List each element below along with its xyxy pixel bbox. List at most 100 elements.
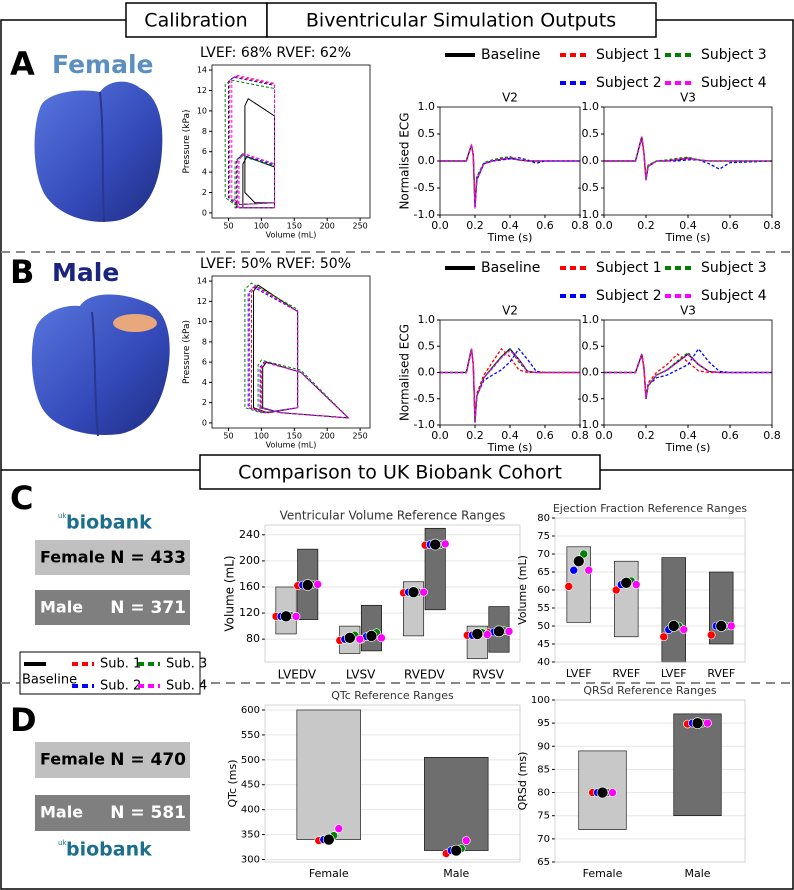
plot-frame — [603, 106, 773, 216]
x-tick-label: 0.4 — [679, 219, 697, 232]
series-line — [604, 136, 772, 181]
y-tick-label: 400 — [241, 805, 260, 816]
y-axis-label: Volume (mL) — [222, 555, 236, 631]
legend-label: Baseline — [481, 47, 540, 63]
cohort-sex: Female — [40, 548, 105, 567]
y-tick-label: 60 — [537, 585, 550, 596]
x-tick-label: 0.0 — [595, 219, 613, 232]
y-tick-label: 45 — [537, 639, 550, 650]
panel-label: D — [10, 701, 37, 739]
y-axis-label: Pressure (kPa) — [182, 109, 192, 173]
x-tick-label: Female — [583, 867, 623, 880]
chart-title: V3 — [680, 304, 696, 318]
data-point — [343, 632, 356, 644]
x-tick-label: 50 — [223, 222, 233, 231]
data-point — [450, 844, 463, 857]
x-tick-label: 0.6 — [721, 219, 739, 232]
y-tick-label: 55 — [537, 603, 550, 614]
chart-title: LVEF: 50% RVEF: 50% — [200, 256, 351, 272]
y-tick-label: 14 — [197, 66, 207, 75]
data-point — [703, 718, 712, 728]
logo-prefix: uk — [58, 512, 67, 520]
y-tick-label: 2 — [202, 398, 207, 407]
data-point — [584, 565, 594, 575]
cohort-sex: Male — [40, 803, 83, 822]
header-box — [125, 2, 268, 38]
data-point — [407, 586, 420, 598]
logo: biobank — [66, 512, 152, 534]
data-point — [659, 632, 669, 642]
y-tick-label: 120 — [239, 606, 260, 619]
y-tick-label: 450 — [241, 780, 260, 791]
cohort-box — [35, 795, 190, 831]
plot-frame — [211, 64, 371, 219]
header-box — [199, 454, 601, 490]
legend-label: Subject 4 — [701, 75, 767, 91]
legend-label: Sub. 1 — [100, 657, 141, 672]
x-tick-label: 100 — [254, 222, 269, 231]
data-point — [596, 786, 609, 799]
plot-frame — [554, 699, 746, 863]
series-line — [440, 144, 580, 207]
legend-box — [19, 651, 201, 695]
cohort-box — [35, 590, 190, 625]
data-point — [608, 788, 617, 797]
y-tick-label: 65 — [537, 857, 550, 868]
data-point — [667, 620, 680, 632]
legend-label: Subject 3 — [701, 47, 767, 63]
data-point — [706, 630, 716, 640]
y-tick-label: 1.0 — [582, 100, 600, 113]
legend-label: Subject 4 — [701, 288, 767, 304]
y-tick-label: 500 — [241, 755, 260, 766]
reference-range — [360, 604, 382, 652]
y-tick-label: 0.5 — [582, 339, 600, 352]
x-tick-label: RVEF — [707, 667, 735, 680]
series-line — [224, 79, 275, 209]
data-point — [365, 630, 378, 642]
data-point — [572, 555, 585, 568]
y-tick-label: 1.0 — [582, 313, 600, 326]
series-line — [242, 97, 275, 209]
y-tick-label: 65 — [537, 567, 550, 578]
sex-label: Female — [52, 50, 153, 79]
y-tick-label: 6 — [202, 358, 207, 367]
y-tick-label: 50 — [537, 621, 550, 632]
x-tick-label: 0.8 — [763, 219, 781, 232]
y-tick-label: 85 — [537, 764, 550, 775]
y-axis-label: QRSd (ms) — [516, 752, 529, 811]
series-line — [231, 74, 275, 209]
x-tick-label: 200 — [320, 432, 335, 441]
data-point — [280, 610, 292, 623]
y-tick-label: -0.5 — [578, 181, 599, 194]
plot-frame — [439, 319, 581, 426]
heart — [34, 81, 163, 222]
legend-label: Subject 1 — [596, 47, 662, 63]
legend-label: Sub. 3 — [166, 657, 207, 672]
y-axis-label: Pressure (kPa) — [182, 320, 192, 384]
x-tick-label: 0.0 — [431, 219, 449, 232]
y-tick-label: -0.5 — [578, 392, 599, 405]
chart-title: V3 — [680, 91, 696, 105]
data-point — [322, 833, 335, 846]
heart-valve — [113, 314, 157, 332]
x-tick-label: 250 — [352, 432, 367, 441]
data-point — [440, 539, 450, 549]
cohort-box — [35, 540, 190, 575]
x-tick-label: 0.8 — [763, 429, 781, 442]
x-axis-label: Volume (mL) — [266, 230, 317, 239]
y-tick-label: 160 — [239, 580, 260, 593]
y-tick-label: 80 — [246, 632, 260, 645]
series-line — [604, 352, 772, 397]
reference-range — [673, 713, 722, 817]
y-tick-label: 80 — [537, 513, 550, 524]
y-tick-label: -1.0 — [578, 418, 599, 431]
plot-frame — [554, 517, 746, 663]
reference-range — [275, 586, 297, 635]
y-tick-label: -1.0 — [578, 208, 599, 221]
data-point — [429, 538, 442, 551]
cohort-n: N = 371 — [110, 598, 186, 618]
data-point — [611, 585, 621, 595]
x-tick-label: 0.4 — [501, 219, 519, 232]
y-tick-label: 4 — [202, 378, 207, 387]
